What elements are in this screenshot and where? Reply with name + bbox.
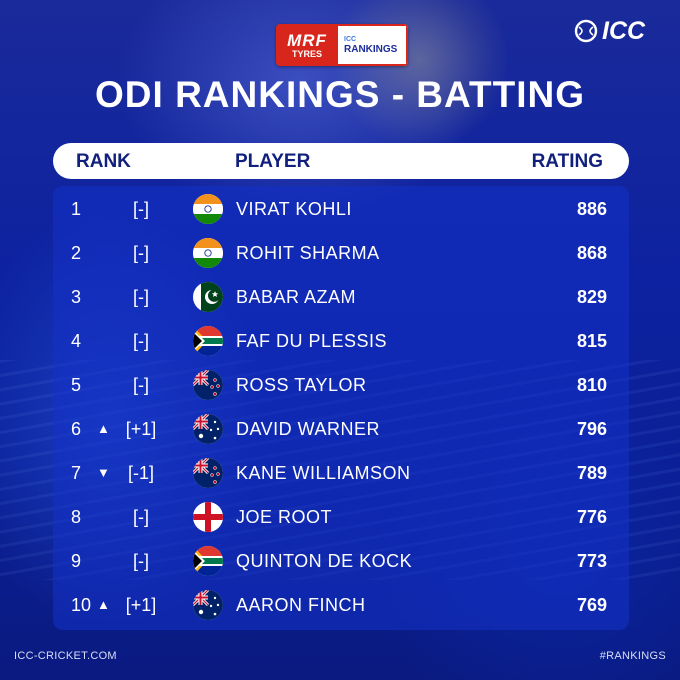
rank-number: 3 bbox=[71, 287, 82, 307]
rank-change: [-] bbox=[133, 507, 149, 527]
rank-change: [-] bbox=[133, 551, 149, 571]
table-row: 7 ▼ [-1] KANE WILLIAMSON 789 bbox=[53, 451, 629, 495]
table-row: 6 ▲ [+1] DAVID WARNER 796 bbox=[53, 407, 629, 451]
player-name: JOE ROOT bbox=[236, 507, 333, 527]
india-flag-icon bbox=[193, 238, 223, 268]
rank-number: 10 bbox=[71, 595, 92, 615]
rank-number: 5 bbox=[71, 375, 82, 395]
south-africa-flag-icon bbox=[193, 326, 223, 356]
player-name: AARON FINCH bbox=[236, 595, 366, 615]
england-flag-icon bbox=[193, 502, 223, 532]
page-title: ODI RANKINGS - BATTING bbox=[95, 74, 585, 115]
rank-up-icon: ▲ bbox=[97, 597, 110, 612]
player-rating: 796 bbox=[576, 419, 607, 439]
rank-number: 4 bbox=[71, 331, 82, 351]
rank-column-header: RANK bbox=[76, 151, 131, 172]
rank-number: 9 bbox=[71, 551, 82, 571]
icc-rankings-logo: ICC RANKINGS bbox=[338, 24, 408, 66]
icc-logo: ICC bbox=[574, 16, 645, 46]
rank-change: [-] bbox=[133, 331, 149, 351]
table-row: 3 [-] BABAR AZAM 829 bbox=[53, 275, 629, 319]
rank-change: [-] bbox=[133, 375, 149, 395]
mrf-tyres-logo: MRF TYRES bbox=[276, 24, 338, 66]
new-zealand-flag-icon bbox=[193, 458, 223, 488]
icc-logo-text: ICC bbox=[602, 16, 646, 45]
table-row: 2 [-] ROHIT SHARMA 868 bbox=[53, 231, 629, 275]
rank-change: [+1] bbox=[125, 419, 157, 439]
player-name: KANE WILLIAMSON bbox=[236, 463, 411, 483]
table-row: 5 [-] ROSS TAYLOR 810 bbox=[53, 363, 629, 407]
rank-down-icon: ▼ bbox=[97, 465, 110, 480]
pakistan-flag-icon bbox=[193, 282, 223, 312]
player-rating: 776 bbox=[576, 507, 607, 527]
player-name: BABAR AZAM bbox=[236, 287, 357, 307]
player-rating: 769 bbox=[576, 595, 607, 615]
new-zealand-flag-icon bbox=[193, 370, 223, 400]
player-column-header: PLAYER bbox=[235, 151, 311, 172]
player-rating: 868 bbox=[576, 243, 607, 263]
table-row: 10 ▲ [+1] AARON FINCH 769 bbox=[53, 583, 629, 627]
australia-flag-icon bbox=[193, 414, 223, 444]
icc-small-label: ICC bbox=[344, 35, 357, 43]
rank-number: 2 bbox=[71, 243, 82, 263]
rank-change: [-1] bbox=[127, 463, 154, 483]
rank-change: [-] bbox=[133, 287, 149, 307]
sponsor-name: MRF bbox=[287, 30, 327, 50]
rankings-table-panel bbox=[53, 186, 629, 630]
table-row: 1 [-] VIRAT KOHLI 886 bbox=[53, 187, 629, 231]
rank-number: 1 bbox=[71, 199, 82, 219]
rank-change: [+1] bbox=[125, 595, 157, 615]
player-name: VIRAT KOHLI bbox=[236, 199, 352, 219]
rating-column-header: RATING bbox=[531, 151, 603, 172]
player-rating: 815 bbox=[576, 331, 607, 351]
column-header-bar: RANK PLAYER RATING bbox=[53, 143, 629, 179]
sponsor-badge: MRF TYRES ICC RANKINGS bbox=[276, 24, 408, 66]
website-label: ICC-CRICKET.COM bbox=[14, 650, 117, 662]
player-name: ROHIT SHARMA bbox=[236, 243, 380, 263]
player-rating: 829 bbox=[576, 287, 607, 307]
player-rating: 773 bbox=[576, 551, 607, 571]
table-row: 9 [-] QUINTON DE KOCK 773 bbox=[53, 539, 629, 583]
rank-change: [-] bbox=[133, 243, 149, 263]
player-name: FAF DU PLESSIS bbox=[236, 331, 388, 351]
player-name: ROSS TAYLOR bbox=[236, 375, 367, 395]
table-row: 8 [-] JOE ROOT 776 bbox=[53, 495, 629, 539]
rank-number: 8 bbox=[71, 507, 82, 527]
south-africa-flag-icon bbox=[193, 546, 223, 576]
rank-up-icon: ▲ bbox=[97, 421, 110, 436]
player-rating: 789 bbox=[576, 463, 607, 483]
cricket-ball-icon bbox=[574, 19, 598, 43]
india-flag-icon bbox=[193, 194, 223, 224]
rank-number: 6 bbox=[71, 419, 82, 439]
rank-change: [-] bbox=[133, 199, 149, 219]
australia-flag-icon bbox=[193, 590, 223, 620]
hashtag-label: #RANKINGS bbox=[599, 650, 666, 662]
player-name: DAVID WARNER bbox=[236, 419, 381, 439]
rankings-label: RANKINGS bbox=[344, 43, 398, 55]
rank-number: 7 bbox=[71, 463, 82, 483]
player-name: QUINTON DE KOCK bbox=[236, 551, 413, 571]
table-row: 4 [-] FAF DU PLESSIS 815 bbox=[53, 319, 629, 363]
player-rating: 886 bbox=[576, 199, 607, 219]
sponsor-subtitle: TYRES bbox=[291, 48, 322, 59]
player-rating: 810 bbox=[576, 375, 607, 395]
